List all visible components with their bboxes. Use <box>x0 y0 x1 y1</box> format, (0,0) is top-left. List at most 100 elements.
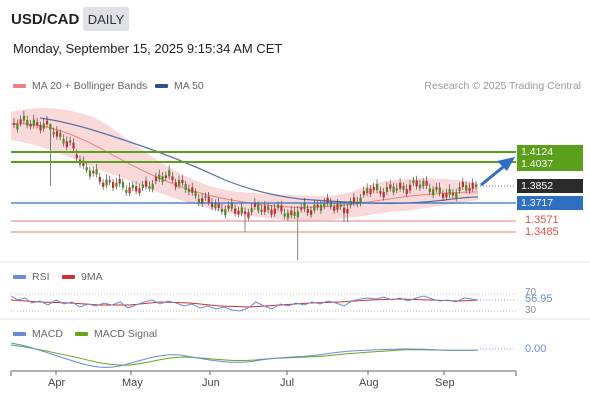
bollinger-band <box>11 108 478 221</box>
candle-body <box>389 184 392 189</box>
candle-body <box>412 180 415 184</box>
candle-body <box>280 205 283 212</box>
candle-body <box>75 154 78 159</box>
candle-body <box>52 132 55 135</box>
candle-body <box>16 123 19 130</box>
candle-body <box>379 190 382 194</box>
candle-body <box>211 203 214 208</box>
candle-body <box>250 207 253 213</box>
candle-body <box>475 184 478 188</box>
forecast-arrowhead-icon <box>497 157 515 171</box>
legend-ma-bb: MA 20 + Bollinger Bands <box>13 80 147 92</box>
candle-body <box>62 139 65 144</box>
candle-body <box>372 187 375 191</box>
candle-body <box>46 120 49 125</box>
legend-rsi: RSI <box>13 271 50 283</box>
candle-body <box>105 179 108 186</box>
candle-body <box>296 211 299 218</box>
candle-body <box>392 186 395 193</box>
candle-body <box>69 140 72 143</box>
candle-body <box>39 125 42 131</box>
candle-body <box>300 207 303 210</box>
candle-body <box>306 208 309 213</box>
candle-body <box>257 204 260 211</box>
candle-body <box>369 188 372 195</box>
candle-body <box>247 212 250 219</box>
candle-body <box>428 188 431 193</box>
candle-body <box>154 176 158 182</box>
legend-macd-signal-label: MACD Signal <box>94 328 158 340</box>
candle-body <box>125 189 128 193</box>
candle-body <box>13 123 16 126</box>
candle-body <box>115 182 118 187</box>
candle-body <box>395 188 398 191</box>
candle-body <box>333 206 336 211</box>
legend-rsi-swatch <box>13 275 26 279</box>
candle-body <box>118 178 121 184</box>
candle-body <box>313 204 316 211</box>
candle-body <box>402 185 405 190</box>
candle-body <box>98 176 101 182</box>
candle-body <box>382 191 385 198</box>
candle-body <box>376 184 379 191</box>
candle-body <box>22 115 26 121</box>
candle-body <box>207 196 210 203</box>
candle-body <box>26 119 29 126</box>
pair-title: USD/CAD <box>11 11 80 28</box>
candle-body <box>366 188 369 194</box>
macd-panel <box>10 342 516 368</box>
candle-body <box>88 170 92 177</box>
legend-rsi-label: RSI <box>32 271 50 283</box>
candle-body <box>214 203 217 208</box>
candle-body <box>290 210 293 216</box>
candle-body <box>36 122 39 126</box>
candle-body <box>336 203 339 210</box>
legend-ma50-label: MA 50 <box>174 80 204 92</box>
pivot-label: 1.3717 <box>517 196 583 210</box>
candle-body <box>151 183 154 190</box>
rsi-line <box>10 295 479 312</box>
candle-body <box>293 211 296 216</box>
candle-body <box>346 208 349 214</box>
candle-body <box>178 180 181 186</box>
candle-body <box>164 175 167 178</box>
candle-body <box>240 207 243 214</box>
candle-body <box>409 184 412 191</box>
timestamp: Monday, September 15, 2025 9:15:34 AM CE… <box>13 41 283 56</box>
candle-body <box>181 179 184 184</box>
candle-body <box>468 187 471 192</box>
candle-body <box>204 195 207 198</box>
candle-body <box>138 188 141 194</box>
candle-body <box>128 187 131 194</box>
candle-body <box>455 192 458 199</box>
candle-body <box>197 198 200 203</box>
candle-body <box>277 204 280 208</box>
candle-body <box>65 141 68 148</box>
rsi-ma-line <box>10 298 479 308</box>
candle-body <box>29 123 32 127</box>
candle-body <box>405 189 408 194</box>
candle-body <box>385 187 389 192</box>
ma50-line <box>39 117 479 204</box>
candle-body <box>316 204 319 208</box>
x-axis <box>10 370 517 376</box>
candle-body <box>82 160 85 166</box>
candle-body <box>435 187 438 190</box>
legend-ma50: MA 50 <box>155 80 204 92</box>
candle-body <box>422 180 425 187</box>
timeframe-badge[interactable]: DAILY <box>83 7 129 31</box>
legend-macd-label: MACD <box>32 328 63 340</box>
legend-rsi-ma-label: 9MA <box>81 271 103 283</box>
candle-body <box>174 182 177 188</box>
legend-macd-swatch <box>13 332 26 336</box>
candle-body <box>42 123 45 129</box>
x-label-apr: Apr <box>48 377 66 389</box>
candle-body <box>461 181 464 187</box>
candle-body <box>352 197 356 204</box>
last-price-label: 1.3852 <box>517 179 583 193</box>
candle-body <box>323 203 326 207</box>
rsi-panel <box>10 293 516 312</box>
candle-body <box>171 176 174 181</box>
support-2-label: 1.3485 <box>525 226 559 238</box>
candle-body <box>263 205 266 212</box>
